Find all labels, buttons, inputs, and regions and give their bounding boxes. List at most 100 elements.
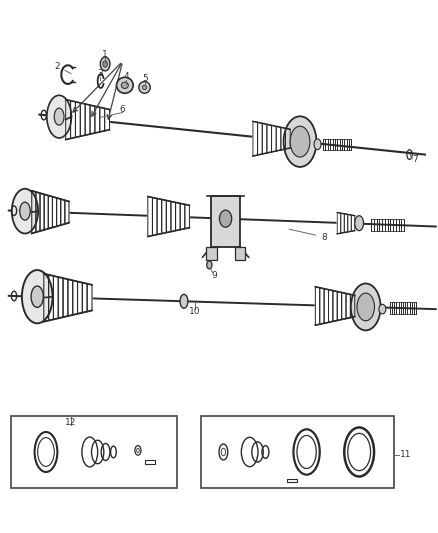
Ellipse shape bbox=[139, 82, 150, 93]
Text: 6: 6 bbox=[120, 105, 126, 114]
Polygon shape bbox=[337, 213, 341, 234]
Polygon shape bbox=[180, 204, 185, 230]
Polygon shape bbox=[85, 104, 90, 135]
Polygon shape bbox=[48, 196, 53, 229]
Ellipse shape bbox=[22, 270, 53, 324]
Polygon shape bbox=[350, 294, 355, 318]
Polygon shape bbox=[100, 107, 105, 132]
Text: 2: 2 bbox=[54, 62, 60, 70]
Polygon shape bbox=[66, 100, 71, 140]
Polygon shape bbox=[80, 103, 85, 136]
Polygon shape bbox=[185, 204, 189, 229]
Polygon shape bbox=[148, 197, 152, 237]
Polygon shape bbox=[346, 294, 350, 319]
Polygon shape bbox=[351, 215, 355, 231]
Bar bbox=[11, 416, 177, 488]
Polygon shape bbox=[82, 282, 87, 313]
Polygon shape bbox=[95, 106, 100, 133]
Text: 9: 9 bbox=[212, 271, 218, 280]
Ellipse shape bbox=[290, 126, 310, 157]
Polygon shape bbox=[166, 200, 171, 232]
Polygon shape bbox=[342, 293, 346, 319]
Polygon shape bbox=[75, 102, 80, 138]
Ellipse shape bbox=[121, 82, 128, 88]
Bar bbox=[206, 246, 216, 260]
Polygon shape bbox=[281, 127, 286, 150]
Polygon shape bbox=[341, 213, 344, 233]
Polygon shape bbox=[267, 124, 272, 153]
Ellipse shape bbox=[219, 210, 232, 227]
Bar bbox=[211, 196, 240, 246]
Text: 5: 5 bbox=[142, 75, 148, 83]
Bar bbox=[145, 460, 155, 464]
Polygon shape bbox=[162, 199, 166, 233]
Polygon shape bbox=[73, 280, 78, 315]
Text: 11: 11 bbox=[399, 450, 411, 459]
Polygon shape bbox=[32, 191, 36, 233]
Polygon shape bbox=[320, 288, 324, 324]
Ellipse shape bbox=[207, 261, 212, 269]
Bar bbox=[234, 246, 245, 260]
Ellipse shape bbox=[180, 294, 188, 308]
Polygon shape bbox=[57, 198, 61, 227]
Polygon shape bbox=[333, 290, 337, 321]
Bar bbox=[287, 479, 297, 482]
Polygon shape bbox=[253, 122, 258, 156]
Polygon shape bbox=[90, 105, 95, 134]
Ellipse shape bbox=[355, 216, 364, 231]
Polygon shape bbox=[44, 273, 49, 321]
Polygon shape bbox=[286, 128, 290, 149]
Bar bbox=[201, 416, 394, 488]
Polygon shape bbox=[272, 125, 276, 152]
Polygon shape bbox=[58, 277, 63, 318]
Ellipse shape bbox=[357, 293, 374, 321]
Polygon shape bbox=[49, 275, 53, 320]
Text: 10: 10 bbox=[189, 308, 201, 316]
Ellipse shape bbox=[314, 139, 321, 150]
Text: 1: 1 bbox=[102, 51, 108, 59]
Text: 4: 4 bbox=[124, 72, 129, 81]
Ellipse shape bbox=[31, 286, 43, 308]
Polygon shape bbox=[78, 281, 82, 314]
Polygon shape bbox=[315, 287, 320, 325]
Ellipse shape bbox=[12, 189, 38, 233]
Ellipse shape bbox=[284, 116, 316, 167]
Polygon shape bbox=[53, 276, 58, 319]
Ellipse shape bbox=[103, 61, 107, 67]
Polygon shape bbox=[61, 199, 65, 225]
Text: 3: 3 bbox=[97, 69, 103, 78]
Polygon shape bbox=[348, 214, 351, 232]
Ellipse shape bbox=[142, 85, 147, 90]
Polygon shape bbox=[176, 203, 180, 231]
Polygon shape bbox=[71, 101, 75, 139]
Polygon shape bbox=[337, 292, 342, 320]
Ellipse shape bbox=[54, 108, 64, 125]
Ellipse shape bbox=[47, 95, 71, 138]
Polygon shape bbox=[68, 279, 73, 316]
Polygon shape bbox=[87, 284, 92, 312]
Ellipse shape bbox=[379, 304, 386, 314]
Polygon shape bbox=[40, 193, 44, 231]
Polygon shape bbox=[344, 214, 348, 232]
Polygon shape bbox=[258, 123, 262, 155]
Polygon shape bbox=[171, 201, 176, 232]
Polygon shape bbox=[63, 278, 68, 317]
Ellipse shape bbox=[351, 284, 381, 330]
Polygon shape bbox=[36, 192, 40, 232]
Polygon shape bbox=[53, 197, 57, 228]
Ellipse shape bbox=[117, 77, 133, 93]
Ellipse shape bbox=[100, 57, 110, 71]
Ellipse shape bbox=[20, 202, 30, 220]
Text: 12: 12 bbox=[65, 418, 77, 426]
Polygon shape bbox=[262, 123, 267, 154]
Polygon shape bbox=[324, 289, 328, 324]
Text: 8: 8 bbox=[321, 233, 327, 241]
Polygon shape bbox=[328, 289, 333, 322]
Polygon shape bbox=[152, 198, 157, 236]
Polygon shape bbox=[44, 195, 48, 230]
Polygon shape bbox=[157, 198, 162, 235]
Polygon shape bbox=[65, 200, 69, 224]
Text: 7: 7 bbox=[412, 156, 418, 164]
Polygon shape bbox=[105, 108, 110, 131]
Polygon shape bbox=[276, 126, 281, 151]
